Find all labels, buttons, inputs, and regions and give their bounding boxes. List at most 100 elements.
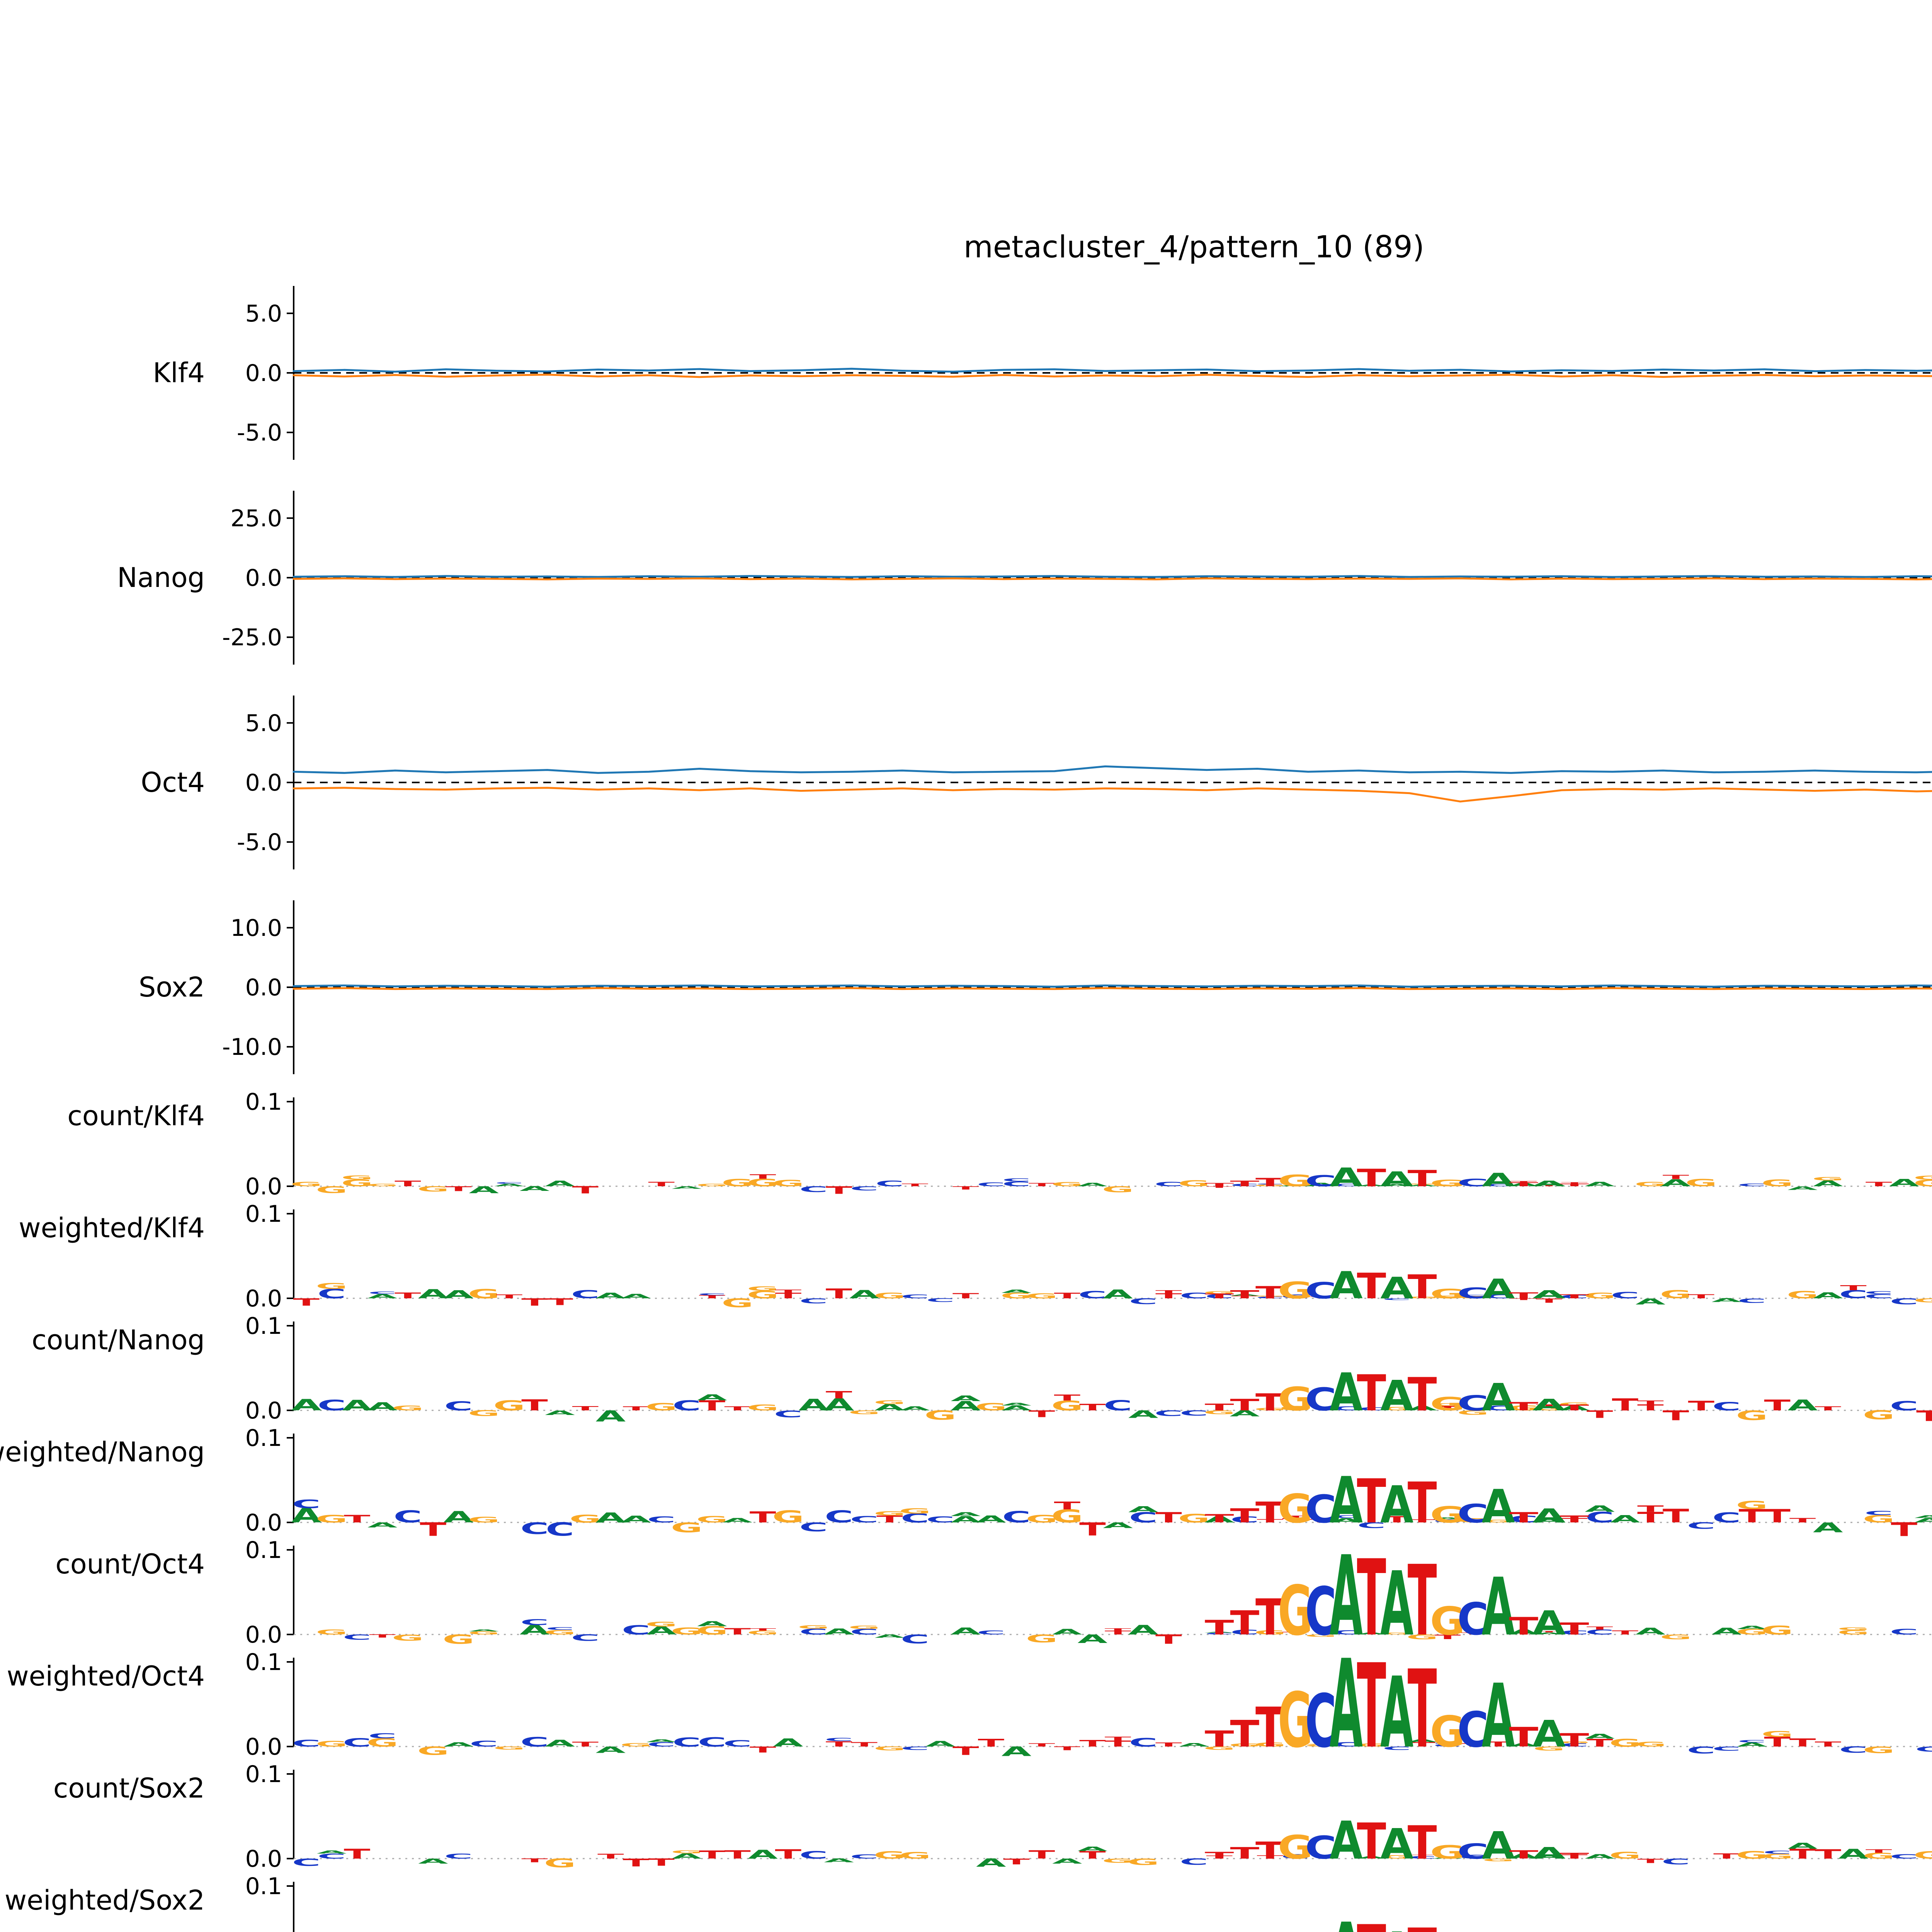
logo-letter-C: C [1383, 1298, 1411, 1301]
logo-letter-T: T [826, 1389, 852, 1401]
logo-letter-T: T [1003, 1857, 1030, 1866]
logo-letter-G: G [316, 1628, 348, 1636]
logo-letter-G: G [1178, 1512, 1210, 1526]
panel-sox2: 10.0 0.0 -10.0 Sox2 [139, 900, 1932, 1074]
logo-letter-G: G [874, 1849, 906, 1861]
tick-label: -5.0 [237, 829, 282, 856]
logo-letter-C: C [318, 1397, 346, 1414]
logo-letter-A: A [1532, 1179, 1566, 1188]
logo-letter-G: G [1430, 1842, 1465, 1863]
logo-letter-C: C [368, 1732, 397, 1740]
logo-letter-A: A [1380, 1656, 1413, 1770]
logo-letter-A: A [1509, 1182, 1539, 1187]
logo-letter-T: T [724, 1626, 751, 1636]
logo-letter-T: T [1510, 1298, 1537, 1301]
logo-letter-T: T [1308, 1296, 1334, 1299]
series-line-rev [293, 987, 1932, 990]
logo-letter-G: G [1381, 1854, 1413, 1860]
logo-letter-G: G [1863, 1513, 1895, 1525]
logo-letter-A: A [444, 1741, 474, 1748]
logo-letter-T: T [750, 1745, 776, 1755]
logo-letter-A: A [520, 1185, 550, 1192]
logo-letter-G: G [1457, 1296, 1489, 1299]
logo-letter-C: C [1433, 1519, 1462, 1524]
logo-letter-G: G [671, 1626, 703, 1637]
logo-letter-G: G [1254, 1184, 1286, 1187]
tick-label: 0.1 [245, 1088, 282, 1116]
logo-letter-T: T [1866, 1849, 1892, 1854]
panel-label: count/Klf4 [67, 1100, 205, 1132]
logo-letter-A: A [1357, 1184, 1387, 1187]
logo-letter-A: A [1380, 1921, 1413, 1932]
logo-letter-A: A [1128, 1505, 1158, 1514]
logo-letter-C: C [546, 1626, 574, 1631]
logo-letter-C: C [1002, 1178, 1031, 1182]
logo-letter-C: C [1585, 1509, 1614, 1526]
panel-nanog: 25.0 0.0 -25.0 Nanog [117, 491, 1932, 665]
logo-letter-G: G [1278, 1277, 1313, 1304]
logo-letter-G: G [1609, 1850, 1641, 1861]
logo-letter-T: T [547, 1297, 573, 1308]
logo-letter-A: A [1585, 1180, 1615, 1188]
logo-letter-T: T [699, 1294, 726, 1299]
logo-letter-A: A [1560, 1404, 1590, 1412]
logo-letter-T: T [395, 1179, 421, 1188]
logo-letter-T: T [902, 1183, 929, 1187]
logo-letter-T: T [1713, 1852, 1740, 1860]
logo-letter-T: T [826, 1286, 852, 1301]
logo-letter-T: T [1509, 1400, 1539, 1413]
logo-letter-A: A [1838, 1846, 1869, 1862]
logo-letter-T: T [1663, 1174, 1689, 1181]
logo-letter-T: T [597, 1853, 624, 1860]
logo-letter-C: C [1839, 1745, 1868, 1755]
logo-letter-G: G [848, 1625, 880, 1630]
logo-letter-C: C [799, 1849, 828, 1861]
logo-letter-G: G [874, 1291, 906, 1300]
logo-letter-C: C [571, 1288, 600, 1301]
logo-letter-T: T [623, 1857, 650, 1869]
logo-letter-T: T [1891, 1519, 1917, 1541]
logo-letter-T: T [1255, 1837, 1285, 1864]
logo-letter-A: A [367, 1400, 398, 1413]
logo-letter-T: T [572, 1184, 599, 1196]
logo-letter-C: C [1457, 1702, 1489, 1758]
logo-letter-T: T [1308, 1518, 1334, 1524]
logo-letter-G: G [1761, 1852, 1793, 1860]
logo-letter-G: G [1254, 1295, 1286, 1297]
logo-letter-C: C [1129, 1297, 1158, 1306]
logo-letter-A: A [900, 1405, 930, 1412]
logo-letter-C: C [1864, 1510, 1893, 1517]
logo-letter-T: T [952, 1185, 979, 1190]
logo-letter-T: T [1485, 1740, 1512, 1748]
logo-letter-A: A [1357, 1856, 1387, 1859]
logo-letter-C: C [292, 1738, 321, 1749]
logo-letter-G: G [468, 1409, 500, 1418]
logo-letter-A: A [621, 1514, 651, 1525]
logo-letter-A: A [1532, 1288, 1566, 1301]
logo-letter-T: T [1510, 1180, 1537, 1184]
logo-letter-A: A [1407, 1739, 1437, 1743]
panel-label: weighted/Oct4 [7, 1660, 205, 1692]
logo-letter-C: C [799, 1627, 828, 1636]
logo-letter-A: A [1534, 1517, 1564, 1524]
logo-letter-A: A [1914, 1517, 1932, 1524]
logo-letter-G: G [544, 1856, 576, 1870]
logo-letter-G: G [468, 1516, 500, 1524]
logo-letter-G: G [1432, 1402, 1464, 1406]
logo-letter-C: C [1305, 1573, 1337, 1650]
logo-letter-A: A [1532, 1844, 1566, 1862]
tick-label: 25.0 [230, 505, 282, 532]
logo-letter-G: G [366, 1736, 398, 1749]
logo-letter-G: G [1305, 1634, 1337, 1638]
logo-letter-C: C [1712, 1510, 1741, 1526]
logo-letter-G: G [341, 1178, 373, 1189]
logo-letter-C: C [1357, 1521, 1386, 1530]
logo-letter-A: A [1380, 1371, 1413, 1420]
logo-letter-C: C [318, 1852, 346, 1860]
logo-letter-A: A [1482, 1170, 1515, 1191]
logo-letter-T: T [876, 1514, 903, 1525]
logo-letter-C: C [1281, 1853, 1310, 1860]
logo-letter-G: G [1430, 1502, 1465, 1528]
logo-letter-C: C [1839, 1288, 1868, 1301]
